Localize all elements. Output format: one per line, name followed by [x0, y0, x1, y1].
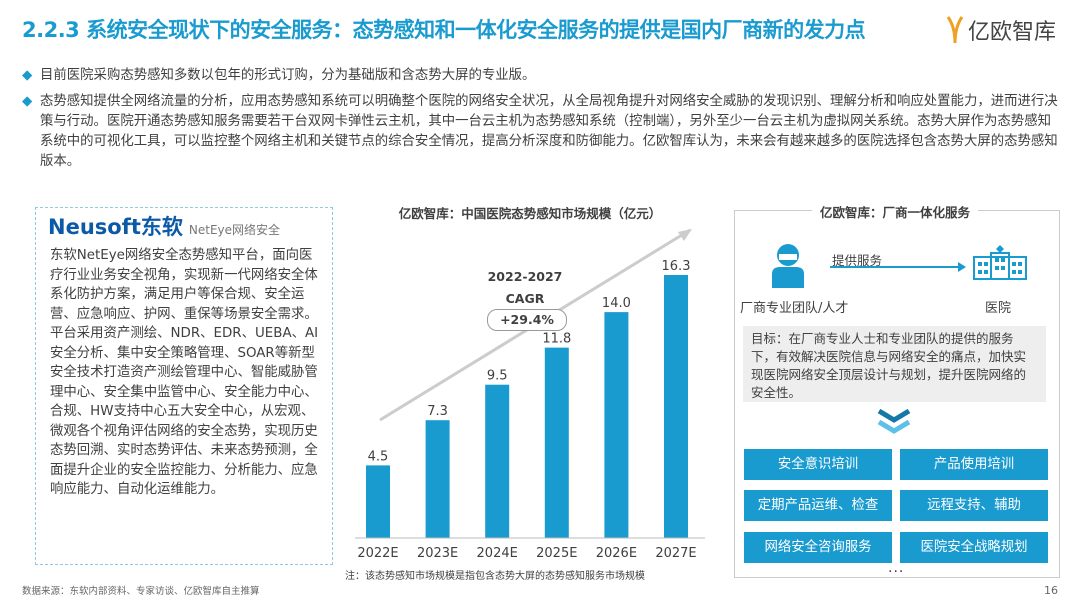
service-item: 产品使用培训	[900, 449, 1048, 480]
x-tick-label: 2024E	[477, 546, 518, 561]
x-tick-label: 2023E	[417, 546, 458, 561]
bar-chart: 4.5 2022E 7.3 2023E 9.5 2024E 11.8 2025E 14.0 202…	[355, 228, 705, 561]
brand-logo: 亿欧智库	[946, 14, 1056, 46]
data-label: 9.5	[487, 369, 508, 384]
hospital-icon	[973, 245, 1027, 280]
x-tick-label: 2025E	[536, 546, 577, 561]
logo-text: 亿欧智库	[968, 20, 1057, 45]
more-indicator: ...	[888, 560, 905, 576]
cagr-value: +29.4%	[487, 309, 567, 331]
neusoft-logo-text: Neusoft东软	[48, 215, 183, 239]
data-label: 4.5	[368, 449, 389, 464]
bar-2022E	[366, 465, 390, 538]
bar-2024E	[485, 384, 510, 538]
neusoft-description: 东软NetEye网络安全态势感知平台，面向医疗行业业务安全视角，实现新一代网络安…	[50, 248, 319, 497]
chart-note: 注：该态势感知市场规模是指包含态势大屏的态势感知服务市场规模	[345, 571, 645, 582]
service-item: 定期产品运维、检查	[744, 490, 892, 521]
diamond-icon: ◆	[22, 68, 33, 83]
arrow-line	[830, 266, 960, 268]
service-item: 网络安全咨询服务	[744, 532, 892, 563]
chart-title: 亿欧智库：中国医院态势感知市场规模（亿元）	[398, 206, 662, 221]
service-item: 医院安全战略规划	[900, 532, 1048, 563]
bar-2027E	[664, 275, 688, 538]
data-label: 16.3	[662, 259, 691, 274]
x-tick-label: 2027E	[655, 546, 696, 561]
bar-2023E	[425, 420, 450, 538]
bullet-item: ◆ 目前医院采购态势感知多数以包年的形式订购，分为基础版和含态势大屏的专业版。	[22, 66, 1062, 86]
data-label: 7.3	[427, 404, 448, 419]
x-tick-label: 2026E	[596, 546, 637, 561]
page-title: 2.2.3 系统安全现状下的安全服务：态势感知和一体化安全服务的提供是国内厂商新…	[22, 18, 866, 42]
x-tick-label: 2022E	[357, 546, 398, 561]
diamond-icon: ◆	[22, 94, 33, 109]
page-number: 16	[1044, 584, 1058, 597]
neusoft-logo: Neusoft东软 NetEye网络安全	[44, 211, 285, 241]
data-label: 11.8	[542, 332, 571, 347]
bullet-item: ◆ 态势感知提供全网络流量的分析，应用态势感知系统可以明确整个医院的网络安全状况，…	[22, 92, 1062, 172]
arrow-label: 提供服务	[832, 253, 883, 268]
bar-2025E	[544, 347, 569, 538]
vendor-label: 厂商专业团队/人才	[740, 301, 849, 316]
data-label: 14.0	[602, 296, 631, 311]
neteye-label: NetEye网络安全	[188, 223, 281, 237]
goal-text: 目标：在厂商专业人士和专业团队的提供的服务下，有效解决医院信息与网络安全的痛点，…	[743, 326, 1046, 402]
double-chevron-down-icon	[877, 408, 911, 434]
logo-icon	[946, 16, 964, 44]
cagr-label: 2022-2027 CAGR	[487, 269, 563, 306]
hospital-label: 医院	[985, 301, 1012, 316]
bar-2026E	[604, 312, 629, 538]
arrow-head-icon	[958, 262, 966, 272]
person-icon	[772, 244, 804, 288]
service-item: 远程支持、辅助	[900, 490, 1048, 521]
neusoft-panel	[35, 207, 333, 565]
service-item: 安全意识培训	[744, 449, 892, 480]
bullet-text: 态势感知提供全网络流量的分析，应用态势感知系统可以明确整个医院的网络安全状况，从…	[40, 94, 1058, 169]
trend-arrowhead	[678, 229, 692, 241]
service-panel-title: 亿欧智库：厂商一体化服务	[812, 202, 979, 221]
bullet-text: 目前医院采购态势感知多数以包年的形式订购，分为基础版和含态势大屏的专业版。	[40, 68, 536, 83]
source-note: 数据来源：东软内部资料、专家访谈、亿欧智库自主推算	[22, 586, 260, 597]
